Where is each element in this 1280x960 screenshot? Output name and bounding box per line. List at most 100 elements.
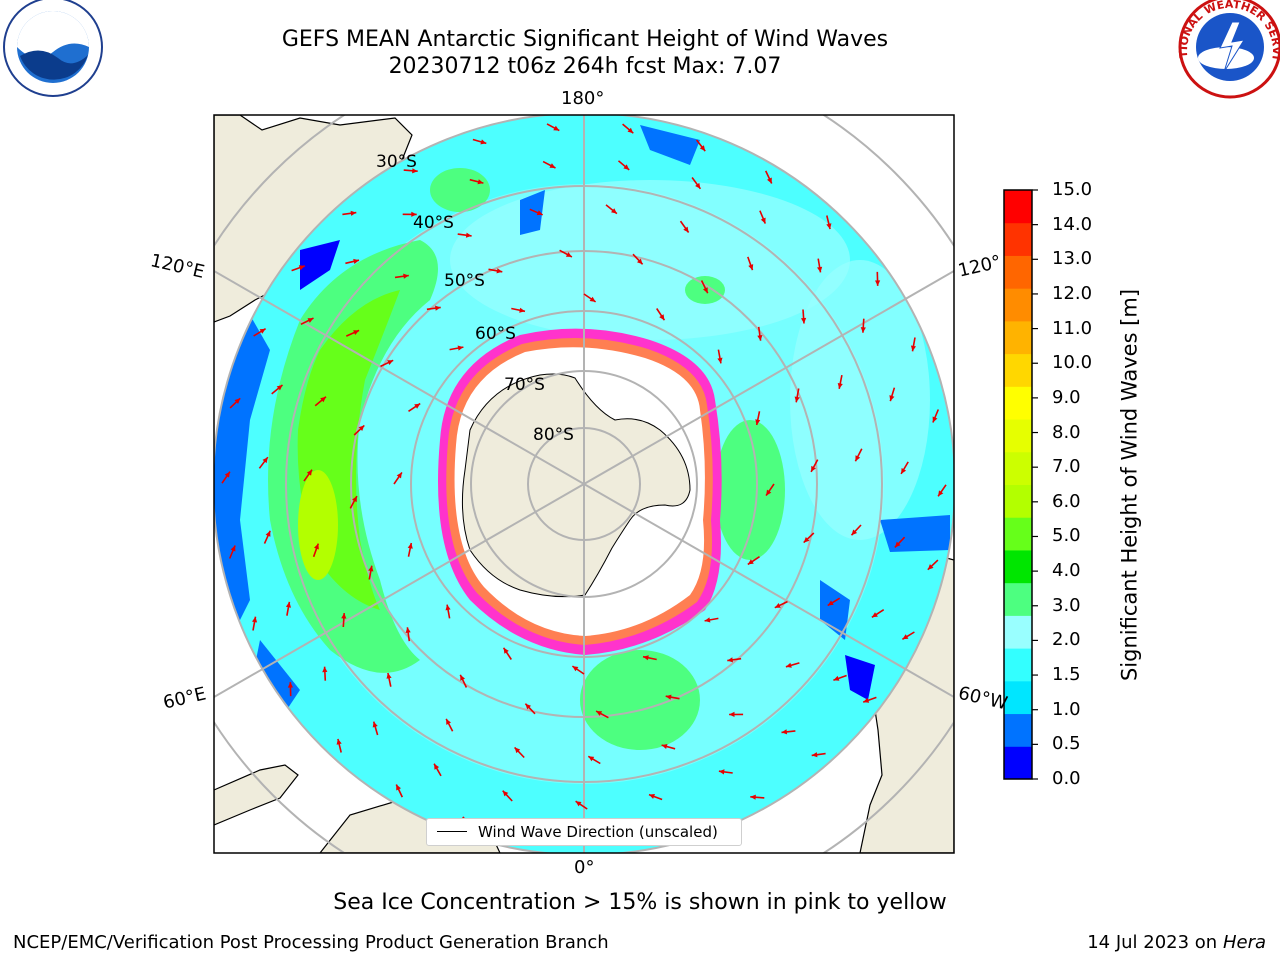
- wave-direction-arrowhead: [259, 328, 266, 334]
- wave-direction-arrowhead: [403, 273, 409, 279]
- colorbar-tick-label: 0.5: [1052, 733, 1081, 755]
- colorbar-tick-label: 9.0: [1052, 386, 1081, 408]
- footer-date: 14 Jul 2023 on Hera: [1087, 932, 1266, 953]
- colorbar-segment: [1004, 746, 1032, 780]
- wave-direction-arrowhead: [760, 217, 766, 224]
- colorbar-segment: [1004, 386, 1032, 420]
- wave-direction-arrowhead: [368, 565, 374, 572]
- colorbar-tick-label: 7.0: [1052, 456, 1081, 478]
- wave-direction-arrowhead: [833, 675, 840, 681]
- chart-subtitle: 20230712 t06z 264h fcst Max: 7.07: [388, 54, 782, 79]
- meridian-label-180: 180°: [561, 88, 605, 109]
- wave-direction-arrowhead: [446, 718, 451, 725]
- wave-direction-arrowhead: [837, 383, 843, 389]
- wave-direction-arrowhead: [637, 258, 643, 265]
- wave-direction-arrowhead: [536, 210, 543, 216]
- wave-direction-arrowhead: [265, 530, 271, 537]
- wave-direction-arrowhead: [781, 729, 788, 735]
- wave-direction-arrowhead: [811, 465, 816, 472]
- colorbar-tick-label: 14.0: [1052, 213, 1093, 235]
- colorbar-border: [1003, 189, 1033, 780]
- wave-direction-arrowhead: [285, 601, 291, 608]
- land-antarctica: [461, 373, 691, 598]
- wave-direction-arrowhead: [307, 318, 314, 323]
- colorbar-segment: [1004, 451, 1032, 485]
- wave-direction-arrowhead: [387, 360, 394, 365]
- wave-direction-arrowhead: [747, 559, 754, 565]
- graticule: [214, 115, 954, 853]
- wave-direction-arrowhead: [252, 616, 258, 623]
- wave-direction-arrowhead: [729, 711, 735, 717]
- wave-direction-arrowhead: [817, 266, 823, 273]
- wave-direction-arrowhead: [649, 794, 655, 799]
- wave-direction-arrowhead: [465, 232, 472, 238]
- legend-line-sample: [437, 831, 467, 832]
- nws-logo-text: NATIONAL WEATHER SERVICE: [0, 0, 1280, 61]
- map-legend: Wind Wave Direction (unscaled): [426, 818, 742, 846]
- chart-title: GEFS MEAN Antarctic Significant Height o…: [281, 27, 889, 52]
- wave-direction-arrowhead: [910, 345, 916, 352]
- wave-direction-arrowhead: [503, 647, 509, 654]
- wave-direction-arrowhead: [589, 296, 596, 302]
- wave-direction-arrowhead: [757, 335, 763, 341]
- wave-direction-arrowhead: [350, 210, 357, 216]
- wave-direction-arrowhead: [902, 634, 909, 640]
- footer-machine: Hera: [1222, 932, 1266, 953]
- wave-direction-arrowhead: [287, 682, 293, 688]
- wave-direction-arrowhead: [412, 168, 418, 174]
- latitude-label-30s: 30°S: [376, 152, 417, 172]
- wave-direction-arrowhead: [565, 252, 572, 257]
- colorbar-segment: [1004, 190, 1032, 224]
- colorbar-segment: [1004, 484, 1032, 518]
- colorbar-tick-label: 10.0: [1052, 352, 1093, 374]
- wave-direction-arrowhead: [695, 182, 701, 189]
- wave-direction-arrowhead: [519, 307, 525, 313]
- colorbar-tick-label: 8.0: [1052, 421, 1081, 443]
- wave-direction-arrowhead: [575, 801, 582, 807]
- wave-direction-arrowhead: [755, 419, 761, 425]
- wave-direction-arrowhead: [665, 694, 672, 700]
- colorbar-tick-label: 13.0: [1052, 248, 1093, 270]
- wave-direction-arrowhead: [353, 258, 359, 264]
- wave-direction-arrowhead: [525, 703, 531, 710]
- wave-direction-arrowhead: [405, 627, 411, 633]
- wave-direction-arrowhead: [627, 127, 634, 134]
- wave-direction-arrowhead: [496, 268, 503, 274]
- wave-direction-arrowhead: [748, 264, 754, 271]
- wave-direction-arrowhead: [596, 711, 603, 716]
- wave-direction-arrowhead: [572, 666, 579, 672]
- wind-wave-arrows: [221, 123, 947, 845]
- wave-direction-arrowhead: [643, 655, 649, 661]
- footer-date-text: 14 Jul 2023 on: [1087, 932, 1223, 953]
- wave-direction-arrowhead: [801, 317, 807, 324]
- wave-direction-arrowhead: [230, 545, 236, 552]
- wave-direction-arrowhead: [827, 600, 834, 606]
- colorbar-tick-label: 3.0: [1052, 594, 1081, 616]
- wave-direction-arrowhead: [434, 763, 440, 770]
- wave-direction-arrowhead: [396, 472, 402, 479]
- latitude-label-50s: 50°S: [444, 271, 485, 291]
- colorbar-segment: [1004, 288, 1032, 322]
- latitude-label-70s: 70°S: [504, 375, 545, 395]
- wave-direction-arrowhead: [851, 529, 858, 536]
- colorbar-segment: [1004, 713, 1032, 747]
- wave-direction-arrowhead: [750, 794, 756, 800]
- wave-direction-arrowhead: [336, 738, 342, 745]
- wave-direction-arrowhead: [414, 403, 421, 409]
- colorbar-tick-label: 15.0: [1052, 179, 1093, 200]
- colorbar-tick-label: 12.0: [1052, 282, 1093, 304]
- wave-direction-arrowhead: [611, 208, 617, 214]
- wave-direction-arrowhead: [502, 790, 509, 797]
- colorbar-tick-label: 0.0: [1052, 768, 1081, 789]
- colorbar-segment: [1004, 549, 1032, 584]
- wave-direction-arrowhead: [932, 416, 938, 423]
- colorbar-tick-label: 1.5: [1052, 664, 1081, 686]
- wave-direction-arrowhead: [855, 455, 861, 462]
- nws-logo: NATIONAL WEATHER SERVICE: [0, 0, 1280, 99]
- wave-direction-arrowhead: [480, 139, 487, 145]
- noaa-logo: NOAA: [3, 0, 103, 97]
- wave-direction-arrowhead: [234, 398, 241, 404]
- wave-direction-arrowhead: [661, 744, 668, 749]
- wave-direction-arrowhead: [704, 617, 711, 623]
